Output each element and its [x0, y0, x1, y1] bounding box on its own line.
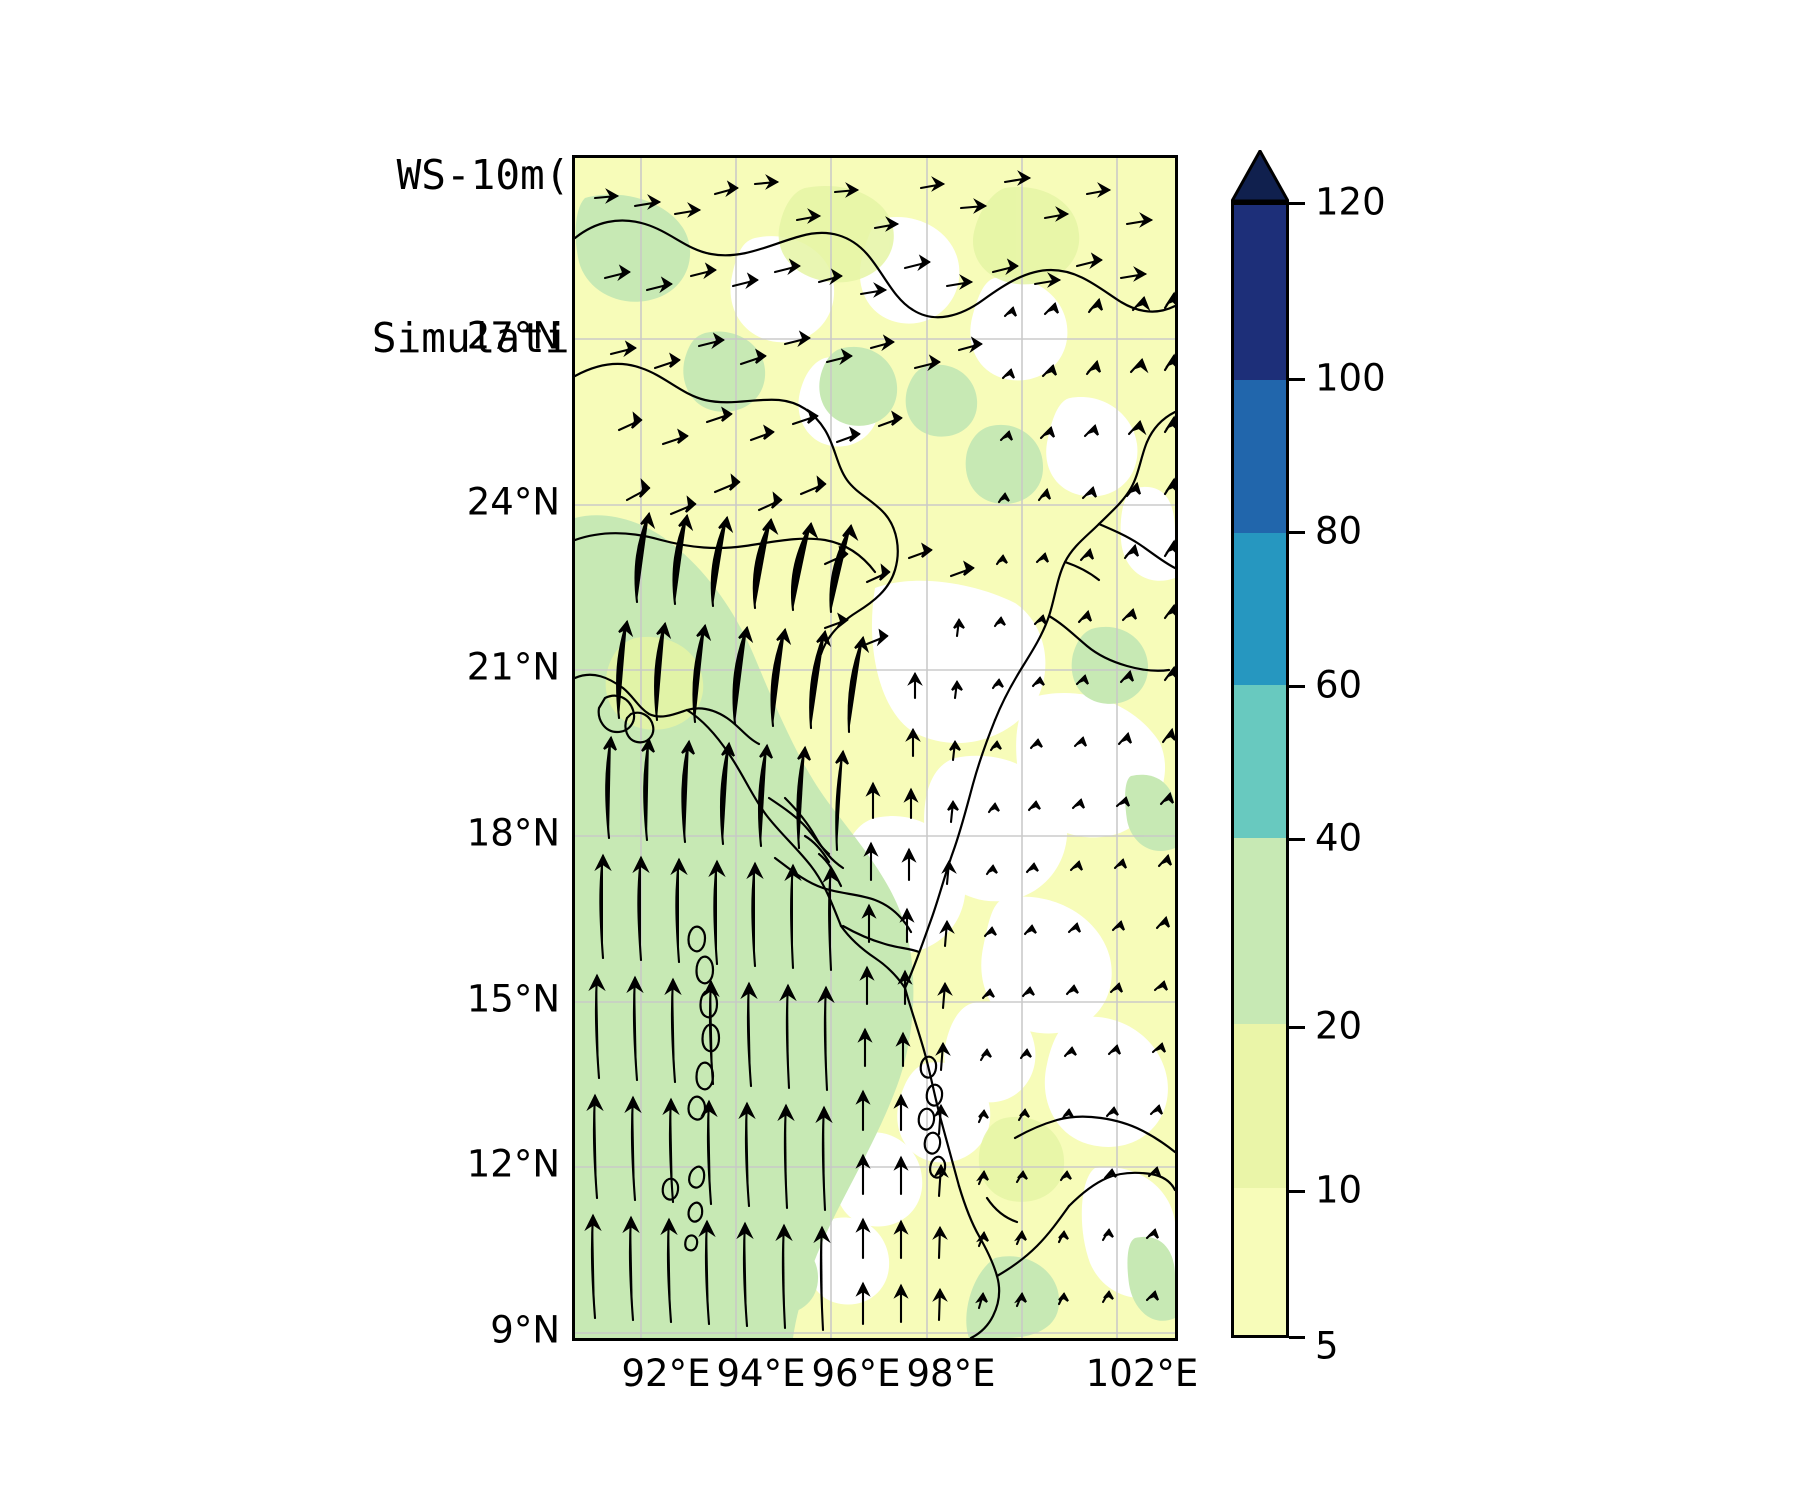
lat-tick-label-21n: 21°N: [466, 645, 560, 689]
lon-tick-label-96e: 96°E: [811, 1352, 901, 1395]
colorbar-tick-label-80: 80: [1315, 509, 1363, 553]
lat-tick-label-27n: 27°N: [466, 314, 560, 358]
lat-tick-label-24n: 24°N: [466, 480, 560, 524]
colorbar-segment-100-120: [1234, 205, 1286, 381]
colorbar-segment-20-40: [1234, 837, 1286, 1025]
colorbar-tick-label-5: 5: [1315, 1324, 1339, 1368]
lat-tick-label-9n: 9°N: [490, 1308, 560, 1352]
lon-tick-label-102e: 102°E: [1085, 1352, 1199, 1395]
colorbar-segment-10-20: [1234, 1024, 1286, 1189]
colorbar-tick-60: [1289, 685, 1305, 688]
colorbar-tick-label-40: 40: [1315, 816, 1363, 860]
colorbar-tick-label-60: 60: [1315, 663, 1363, 707]
colorbar-tick-5: [1289, 1336, 1305, 1339]
colorbar-segment-5-10: [1234, 1188, 1286, 1335]
wind-speed-map: [575, 158, 1175, 1338]
colorbar-gradient: [1231, 202, 1289, 1338]
lon-tick-label-98e: 98°E: [906, 1352, 996, 1395]
colorbar-tick-100: [1289, 378, 1305, 381]
lon-tick-label-92e: 92°E: [621, 1352, 711, 1395]
colorbar-tick-10: [1289, 1190, 1305, 1193]
colorbar-tick-label-120: 120: [1315, 180, 1386, 224]
colorbar-segment-80-100: [1234, 380, 1286, 533]
lon-tick-label-94e: 94°E: [716, 1352, 806, 1395]
colorbar-extend-arrow: [1231, 150, 1289, 202]
lat-tick-label-18n: 18°N: [466, 811, 560, 855]
map-plot-area: [572, 155, 1178, 1341]
colorbar-tick-20: [1289, 1026, 1305, 1029]
colorbar-tick-120: [1289, 202, 1305, 205]
colorbar-tick-40: [1289, 838, 1305, 841]
lat-tick-label-12n: 12°N: [466, 1142, 560, 1186]
colorbar-tick-80: [1289, 531, 1305, 534]
colorbar-tick-label-10: 10: [1315, 1168, 1363, 1212]
colorbar-tick-label-20: 20: [1315, 1004, 1363, 1048]
lat-tick-label-15n: 15°N: [466, 977, 560, 1021]
colorbar: 120 100 80 60 40 20 10 5: [1231, 150, 1386, 1368]
colorbar-tick-label-100: 100: [1315, 356, 1386, 400]
colorbar-segment-40-60: [1234, 685, 1286, 838]
colorbar-segment-60-80: [1234, 532, 1286, 686]
